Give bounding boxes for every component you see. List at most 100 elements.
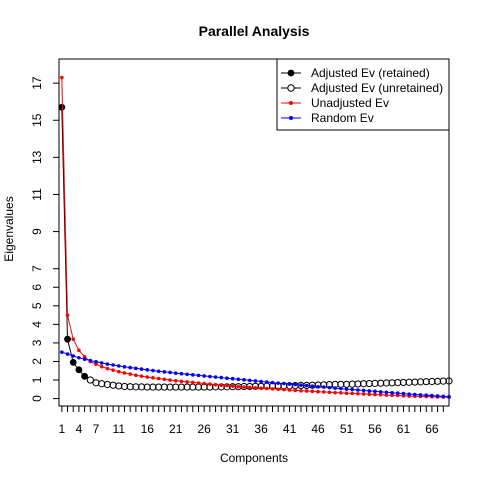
data-point [270, 387, 275, 391]
data-point [333, 390, 337, 395]
legend-box [276, 58, 450, 131]
data-point [293, 388, 298, 393]
series-line [61, 107, 85, 377]
data-point [434, 377, 442, 385]
data-point [230, 376, 235, 381]
series-1 [86, 376, 453, 391]
data-point [77, 348, 81, 353]
data-point [422, 378, 430, 386]
data-point [172, 383, 180, 391]
data-point [98, 380, 106, 388]
data-point [139, 367, 144, 371]
data-point [69, 358, 77, 366]
data-point [145, 375, 150, 379]
data-point [439, 377, 447, 385]
data-point [120, 382, 129, 391]
data-point [105, 366, 110, 371]
data-point [202, 374, 206, 378]
data-point [149, 383, 157, 391]
y-tick-label: 0 [30, 395, 44, 402]
data-point [219, 383, 224, 388]
data-point [348, 380, 356, 388]
data-point [122, 371, 127, 375]
data-point [344, 387, 349, 391]
data-point [407, 392, 411, 396]
data-point [401, 391, 406, 396]
x-tick-label: 46 [311, 422, 325, 436]
data-point [373, 392, 377, 397]
data-point [156, 369, 161, 374]
data-point [166, 383, 174, 391]
data-point [179, 379, 184, 384]
data-point [371, 379, 379, 387]
data-point [81, 372, 89, 380]
data-point [94, 360, 98, 364]
data-point [71, 337, 76, 341]
data-point [223, 383, 231, 391]
data-point [435, 394, 440, 398]
data-point [77, 355, 81, 360]
data-point [354, 380, 362, 388]
data-point [82, 357, 87, 362]
data-point [128, 372, 132, 376]
data-point [246, 382, 254, 391]
data-point [350, 391, 355, 396]
data-point [151, 368, 155, 373]
data-point [316, 389, 320, 394]
legend-item: Adjusted Ev (unretained) [281, 81, 443, 95]
data-point [242, 378, 246, 382]
data-point [350, 387, 355, 392]
data-point [282, 381, 286, 386]
data-point [276, 387, 280, 392]
data-point [60, 350, 64, 354]
data-point [282, 387, 286, 392]
data-point [213, 375, 218, 379]
data-point [168, 370, 172, 375]
y-tick-label: 3 [30, 339, 44, 346]
data-point [202, 381, 206, 386]
data-point [75, 366, 83, 374]
data-point [156, 376, 161, 381]
plot-frame [58, 58, 450, 407]
data-point [344, 391, 349, 395]
data-point [213, 382, 218, 387]
data-point [116, 364, 121, 368]
data-point [399, 378, 408, 387]
data-point [367, 392, 372, 397]
data-point [304, 383, 309, 388]
data-point [321, 390, 326, 394]
data-point [293, 382, 298, 387]
data-point [445, 377, 453, 385]
y-tick-label: 2 [30, 358, 44, 365]
data-point [395, 391, 400, 395]
x-tick-label: 66 [425, 422, 439, 436]
data-point [86, 376, 94, 384]
data-point [287, 388, 292, 392]
data-point [388, 379, 396, 387]
x-tick-label: 41 [283, 422, 297, 436]
data-point [105, 362, 110, 366]
data-point [160, 383, 168, 391]
data-point [103, 380, 111, 389]
data-point [128, 365, 132, 370]
data-point [99, 361, 104, 365]
data-point [173, 371, 178, 375]
data-point [447, 394, 451, 399]
data-point [265, 386, 269, 391]
x-tick-label: 36 [254, 422, 268, 436]
data-point [430, 393, 434, 398]
data-point [196, 381, 201, 385]
data-point [122, 365, 127, 369]
x-tick-label: 16 [141, 422, 155, 436]
data-point [321, 385, 326, 389]
y-tick-label: 13 [30, 150, 44, 164]
data-point [304, 389, 309, 393]
data-point [259, 386, 263, 390]
legend-label: Adjusted Ev (retained) [311, 66, 430, 80]
data-point [65, 313, 70, 317]
data-point [411, 378, 419, 386]
data-point [378, 392, 383, 397]
data-point [441, 394, 446, 399]
data-point [139, 374, 144, 378]
series-3 [60, 350, 451, 399]
